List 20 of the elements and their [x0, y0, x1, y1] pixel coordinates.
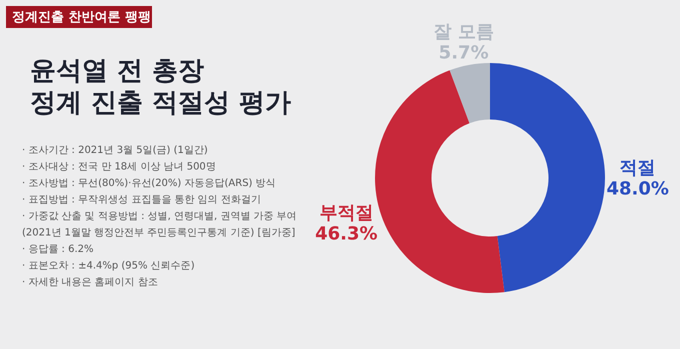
donut-slice — [375, 70, 504, 293]
slice-label: 잘 모름 — [434, 21, 494, 42]
text: (2021년 1월말 행정안전부 주민등록인구통계 기준) [림가중] — [22, 228, 296, 238]
slice-label: 적절 — [620, 158, 656, 179]
slice-label: 부적절 — [319, 202, 374, 224]
data-label: 46.3% — [315, 223, 378, 244]
data-label: 48.0% — [606, 178, 669, 200]
text: 윤석열 전 총장 정계 진출 적절성 평가 — [30, 56, 292, 118]
text: 정계진출 찬반여론 팽팽 — [12, 10, 152, 25]
data-label: 5.7% — [438, 42, 489, 64]
donut-slice — [490, 63, 605, 292]
text: · 조사방법 : 무선(80%)·유선(20%) 자동응답(ARS) 방식 — [22, 178, 276, 189]
text: · 표본오차 : ±4.4%p (95% 신뢰수준) — [22, 260, 195, 272]
text: · 표집방법 : 무작위생성 표집틀을 통한 임의 전화걸기 — [22, 194, 261, 206]
text: · 자세한 내용은 홈페이지 참조 — [22, 277, 158, 288]
text: · 가중값 산출 및 적용방법 : 성별, 연령대별, 권역별 가중 부여 — [22, 211, 297, 222]
text: · 조사대상 : 전국 만 18세 이상 남녀 500명 — [22, 162, 216, 172]
text: · 응답률 : 6.2% — [22, 244, 94, 255]
donut-slice — [450, 63, 490, 124]
text: · 조사기간 : 2021년 3월 5일(금) (1일간) — [22, 145, 208, 156]
